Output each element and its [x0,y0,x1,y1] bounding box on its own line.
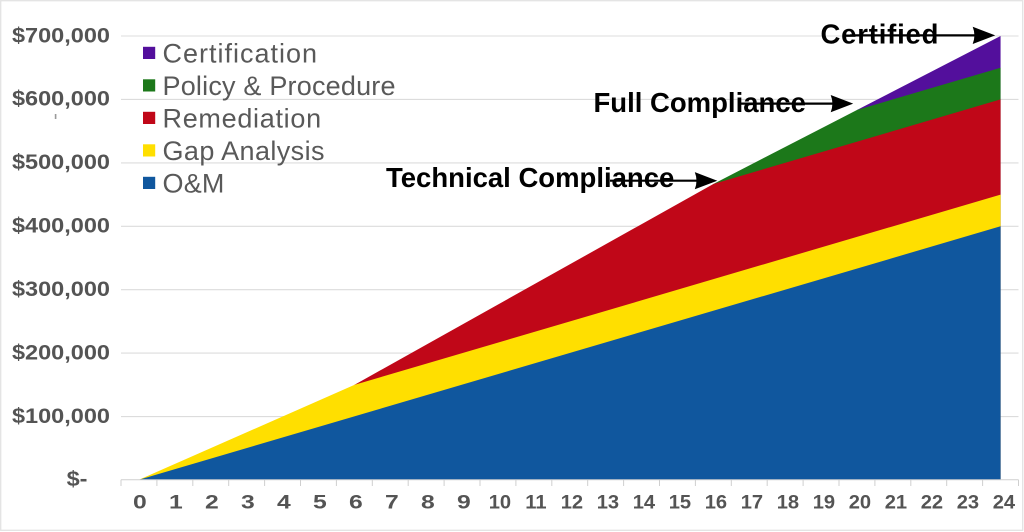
svg-text:$100,000: $100,000 [12,404,110,428]
svg-text:10: 10 [489,492,512,513]
svg-text:$-: $- [67,467,88,491]
svg-text:Gap Analysis: Gap Analysis [163,136,325,166]
svg-text:5: 5 [313,491,327,513]
svg-text:18: 18 [777,492,800,513]
svg-text:O&M: O&M [163,168,225,198]
svg-text:12: 12 [561,492,584,513]
svg-text:15: 15 [669,492,692,513]
svg-text:21: 21 [885,492,908,513]
svg-text:6: 6 [349,491,363,513]
svg-text:13: 13 [597,492,620,513]
svg-text:Policy & Procedure: Policy & Procedure [163,71,396,101]
svg-text:16: 16 [705,492,728,513]
svg-text:Certified: Certified [821,19,940,50]
svg-text:Certification: Certification [163,38,319,68]
svg-text:7: 7 [385,491,399,513]
svg-text:3: 3 [241,491,255,513]
svg-text:19: 19 [813,492,836,513]
svg-text:1: 1 [169,491,183,513]
svg-text:$600,000: $600,000 [12,87,110,111]
svg-text:0: 0 [133,491,147,513]
svg-text:17: 17 [741,492,764,513]
svg-text:Remediation: Remediation [163,103,322,133]
svg-text:$700,000: $700,000 [12,23,110,47]
svg-text:9: 9 [457,491,471,513]
svg-text:20: 20 [849,492,872,513]
svg-text:22: 22 [921,492,944,513]
svg-text:8: 8 [421,491,435,513]
svg-text:11: 11 [525,492,546,513]
svg-text:$400,000: $400,000 [12,214,110,238]
svg-text:24: 24 [993,492,1016,513]
svg-text:Technical Compliance: Technical Compliance [386,162,674,193]
svg-text:$500,000: $500,000 [12,150,110,174]
svg-text:14: 14 [633,492,656,513]
svg-text:4: 4 [277,491,292,513]
svg-text:23: 23 [957,492,980,513]
svg-text:$300,000: $300,000 [12,277,110,301]
svg-text:$200,000: $200,000 [12,341,110,365]
svg-text:2: 2 [205,491,219,513]
